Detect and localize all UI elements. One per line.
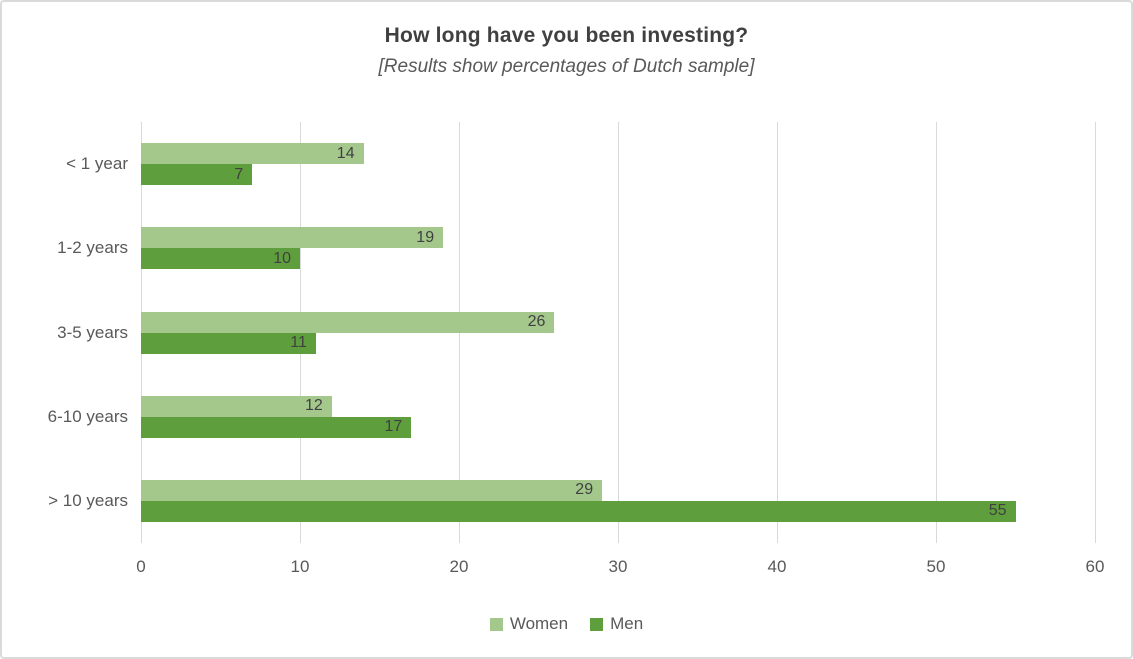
bar-women: 29 (141, 479, 603, 501)
x-tick-label: 10 (290, 557, 310, 576)
bar-value-label: 10 (273, 249, 291, 267)
gridline (936, 122, 937, 543)
bar-women: 14 (141, 143, 364, 165)
bar-men: 17 (141, 416, 412, 438)
category-label: < 1 year (66, 154, 128, 174)
legend-label: Men (610, 614, 644, 633)
x-tick-label: 60 (1085, 557, 1105, 576)
gridline (777, 122, 778, 543)
gridline (618, 122, 619, 543)
chart-title: How long have you been investing? (384, 24, 749, 47)
bar-men: 10 (141, 248, 300, 270)
bar-value-label: 29 (575, 481, 594, 499)
x-tick-label: 30 (608, 557, 628, 576)
category-label: 3-5 years (57, 322, 128, 342)
bar-women: 19 (141, 227, 444, 249)
gridline (459, 122, 460, 543)
bar-men: 7 (141, 164, 253, 186)
legend-swatch-women (489, 617, 503, 631)
legend-label: Women (509, 614, 569, 633)
bar-value-label: 26 (527, 313, 546, 330)
gridline (1095, 122, 1096, 543)
bar-value-label: 11 (290, 334, 307, 351)
category-label: > 10 years (48, 490, 128, 510)
bar-men: 11 (141, 332, 316, 354)
bar-value-label: 7 (234, 165, 244, 183)
bar-value-label: 12 (305, 397, 323, 415)
bar-value-label: 14 (336, 144, 355, 162)
category-label: 1-2 years (57, 238, 128, 258)
chart-subtitle: [Results show percentages of Dutch sampl… (378, 56, 755, 77)
bar-women: 26 (141, 311, 555, 333)
x-tick-label: 40 (767, 557, 787, 576)
x-tick-label: 50 (926, 557, 946, 576)
legend-item-women: Women (489, 614, 569, 634)
bar-men: 55 (141, 500, 1016, 522)
legend-swatch-men (590, 617, 604, 631)
bar-value-label: 19 (416, 228, 435, 246)
bar-value-label: 17 (384, 418, 403, 436)
bar-women: 12 (141, 395, 332, 417)
category-label: 6-10 years (47, 406, 128, 426)
legend-item-men: Men (590, 614, 643, 634)
x-tick-label: 0 (136, 557, 146, 576)
x-tick-label: 20 (449, 557, 469, 576)
legend: Women Men (2, 614, 1131, 634)
bar-value-label: 55 (988, 502, 1007, 520)
